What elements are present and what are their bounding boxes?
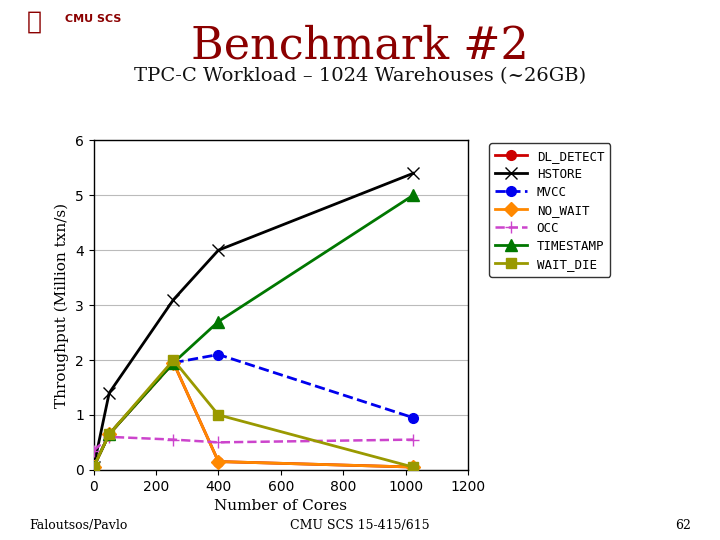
OCC xyxy=(409,436,418,443)
OCC xyxy=(169,436,178,443)
Legend: DL_DETECT, HSTORE, MVCC, NO_WAIT, OCC, TIMESTAMP, WAIT_DIE: DL_DETECT, HSTORE, MVCC, NO_WAIT, OCC, T… xyxy=(489,143,611,277)
Text: CMU SCS 15-415/615: CMU SCS 15-415/615 xyxy=(290,519,430,532)
MVCC xyxy=(214,351,222,357)
Text: Benchmark #2: Benchmark #2 xyxy=(191,24,529,68)
Text: CMU SCS: CMU SCS xyxy=(65,14,121,24)
DL_DETECT xyxy=(89,464,98,470)
Line: HSTORE: HSTORE xyxy=(87,167,419,473)
Line: OCC: OCC xyxy=(87,430,419,457)
DL_DETECT xyxy=(105,431,114,437)
HSTORE xyxy=(169,296,178,303)
NO_WAIT xyxy=(409,464,418,470)
MVCC xyxy=(89,464,98,470)
Line: NO_WAIT: NO_WAIT xyxy=(89,358,418,472)
NO_WAIT xyxy=(214,458,222,465)
Text: 62: 62 xyxy=(675,519,691,532)
TIMESTAMP xyxy=(169,360,178,366)
NO_WAIT xyxy=(105,431,114,437)
HSTORE xyxy=(214,247,222,253)
DL_DETECT xyxy=(214,458,222,465)
Line: TIMESTAMP: TIMESTAMP xyxy=(88,190,418,472)
MVCC xyxy=(409,414,418,421)
HSTORE xyxy=(89,464,98,470)
Text: TPC-C Workload – 1024 Warehouses (~26GB): TPC-C Workload – 1024 Warehouses (~26GB) xyxy=(134,68,586,85)
WAIT_DIE xyxy=(214,411,222,418)
OCC xyxy=(89,447,98,454)
MVCC xyxy=(169,360,178,366)
Y-axis label: Throughput (Million txn/s): Throughput (Million txn/s) xyxy=(55,202,69,408)
Line: WAIT_DIE: WAIT_DIE xyxy=(89,355,418,472)
TIMESTAMP xyxy=(409,192,418,199)
Line: MVCC: MVCC xyxy=(89,349,418,472)
MVCC xyxy=(105,431,114,437)
TIMESTAMP xyxy=(214,318,222,325)
OCC xyxy=(214,439,222,446)
WAIT_DIE xyxy=(169,357,178,363)
TIMESTAMP xyxy=(89,464,98,470)
Text: 🐉: 🐉 xyxy=(27,10,41,33)
HSTORE xyxy=(105,390,114,396)
WAIT_DIE xyxy=(89,464,98,470)
OCC xyxy=(105,434,114,440)
DL_DETECT xyxy=(409,464,418,470)
WAIT_DIE xyxy=(105,431,114,437)
TIMESTAMP xyxy=(105,431,114,437)
Line: DL_DETECT: DL_DETECT xyxy=(89,358,418,472)
NO_WAIT xyxy=(169,360,178,366)
X-axis label: Number of Cores: Number of Cores xyxy=(215,499,347,513)
NO_WAIT xyxy=(89,464,98,470)
HSTORE xyxy=(409,170,418,177)
Text: Faloutsos/Pavlo: Faloutsos/Pavlo xyxy=(29,519,127,532)
WAIT_DIE xyxy=(409,464,418,470)
DL_DETECT xyxy=(169,360,178,366)
